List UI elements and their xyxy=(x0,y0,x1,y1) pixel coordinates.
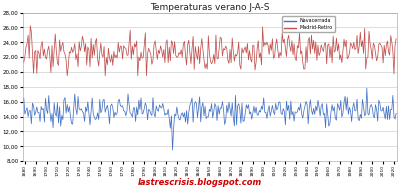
Navacerrada xyxy=(364,87,369,89)
Text: lastrescrisis.blogspot.com: lastrescrisis.blogspot.com xyxy=(138,178,262,187)
Navacerrada xyxy=(184,109,189,112)
Navacerrada xyxy=(394,112,398,114)
Madrid-Retiro xyxy=(65,75,70,77)
Madrid-Retiro xyxy=(185,43,190,45)
Navacerrada xyxy=(360,98,365,101)
Madrid-Retiro xyxy=(361,52,366,55)
Madrid-Retiro xyxy=(394,38,398,40)
Madrid-Retiro xyxy=(21,61,26,63)
Legend: Navacerrada, Madrid-Retiro: Navacerrada, Madrid-Retiro xyxy=(282,17,335,32)
Madrid-Retiro xyxy=(233,53,238,55)
Line: Navacerrada: Navacerrada xyxy=(24,88,396,150)
Madrid-Retiro xyxy=(316,44,320,46)
Navacerrada xyxy=(21,97,26,99)
Navacerrada xyxy=(314,110,319,112)
Madrid-Retiro xyxy=(81,40,86,42)
Title: Temperaturas verano J-A-S: Temperaturas verano J-A-S xyxy=(150,3,270,12)
Navacerrada xyxy=(232,125,237,127)
Navacerrada xyxy=(236,103,241,105)
Navacerrada xyxy=(79,108,84,110)
Line: Madrid-Retiro: Madrid-Retiro xyxy=(24,26,396,76)
Madrid-Retiro xyxy=(28,25,33,27)
Navacerrada xyxy=(170,149,175,151)
Madrid-Retiro xyxy=(238,64,242,66)
